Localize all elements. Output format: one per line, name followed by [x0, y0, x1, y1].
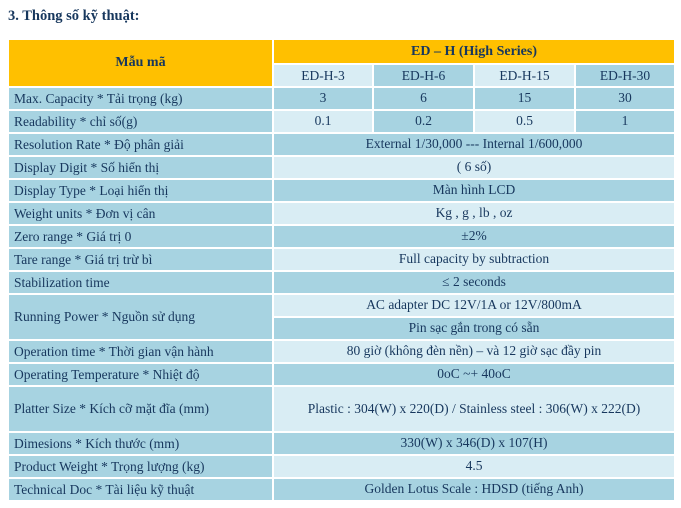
- series-header-row: Mẫu mã ED – H (High Series): [7, 38, 676, 88]
- spec-merged-value: 4.5: [272, 454, 676, 479]
- spec-table-row: Tare range * Giá trị trừ bì Full capacity…: [7, 247, 676, 272]
- model-header-cell: ED-H-15: [473, 63, 576, 88]
- spec-row-label: Display Type * Loại hiển thị: [7, 178, 274, 203]
- spec-table-row: Operation time * Thời gian vận hành 80 gi…: [7, 339, 676, 364]
- spec-table-row: Zero range * Giá trị 0 ±2%: [7, 224, 676, 249]
- spec-value-cell: 3: [272, 86, 374, 111]
- spec-table-row: Pin sạc gắn trong có sẵn: [8, 316, 676, 341]
- spec-merged-value: 330(W) x 346(D) x 107(H): [272, 431, 676, 456]
- spec-merged-value: Full capacity by subtraction: [272, 247, 676, 272]
- spec-table-row: Resolution Rate * Độ phân giải External 1…: [7, 132, 676, 157]
- spec-table-row: Technical Doc * Tài liệu kỹ thuật Golden …: [7, 477, 676, 502]
- spec-value-cell: 30: [574, 86, 676, 111]
- spec-value-cell: 0.2: [372, 109, 475, 134]
- spec-table-row: Running Power * Nguồn sử dụng AC adapter …: [7, 293, 676, 341]
- spec-merged-value: ±2%: [272, 224, 676, 249]
- model-header-cell: ED-H-30: [574, 63, 676, 88]
- spec-table-corner-header: Mẫu mã: [7, 38, 274, 88]
- spec-value-cell: 0.5: [473, 109, 576, 134]
- spec-table-row: Platter Size * Kích cỡ mặt đĩa (mm) Plast…: [7, 385, 676, 433]
- spec-value-cell: 6: [372, 86, 475, 111]
- spec-row-label: Zero range * Giá trị 0: [7, 224, 274, 249]
- spec-merged-value: 0oC ~+ 40oC: [272, 362, 676, 387]
- spec-row-label: Stabilization time: [7, 270, 274, 295]
- spec-table-row: Display Type * Loại hiển thị Màn hình LCD: [7, 178, 676, 203]
- spec-table-row: Weight units * Đơn vị cân Kg , g , lb , o…: [7, 201, 676, 226]
- spec-row-label: Running Power * Nguồn sử dụng: [7, 293, 274, 341]
- spec-merged-value: Pin sạc gắn trong có sẵn: [272, 316, 676, 341]
- model-header-row: ED-H-3 ED-H-6 ED-H-15 ED-H-30: [8, 63, 676, 88]
- spec-row-label: Resolution Rate * Độ phân giải: [7, 132, 274, 157]
- document-page: 3. Thông số kỹ thuật: Mẫu mã ED – H (Hig…: [0, 8, 681, 502]
- spec-row-label: Platter Size * Kích cỡ mặt đĩa (mm): [7, 385, 274, 433]
- spec-table-row: Display Digit * Số hiển thị( 6 số): [7, 155, 676, 180]
- model-header-cell: ED-H-6: [372, 63, 475, 88]
- spec-row-label: Max. Capacity * Tải trọng (kg): [7, 86, 274, 111]
- spec-value-cell: 15: [473, 86, 576, 111]
- spec-merged-value: ( 6 số): [272, 155, 676, 180]
- spec-row-label: Readability * chỉ số(g): [7, 109, 274, 134]
- spec-table-row: Stabilization time ≤ 2 seconds: [7, 270, 676, 295]
- spec-merged-value: 80 giờ (không đèn nền) – và 12 giờ sạc đ…: [272, 339, 676, 364]
- spec-table-row: Max. Capacity * Tải trọng (kg) 3 6 15 30: [7, 86, 676, 111]
- spec-row-label: Operating Temperature * Nhiệt độ: [7, 362, 274, 387]
- spec-merged-value: AC adapter DC 12V/1A or 12V/800mA: [272, 293, 676, 318]
- spec-merged-value: Màn hình LCD: [272, 178, 676, 203]
- spec-table: Mẫu mã ED – H (High Series) ED-H-3 ED-H-6…: [7, 38, 676, 502]
- spec-row-label: Dimesions * Kích thước (mm): [7, 431, 274, 456]
- spec-table-body: Max. Capacity * Tải trọng (kg) 3 6 15 30 Read…: [7, 86, 676, 502]
- spec-table-row: Operating Temperature * Nhiệt độ 0oC ~+ 4…: [7, 362, 676, 387]
- spec-row-label: Display Digit * Số hiển thị: [7, 155, 274, 180]
- spec-merged-value: ≤ 2 seconds: [272, 270, 676, 295]
- spec-table-row: Readability * chỉ số(g) 0.1 0.2 0.5 1: [7, 109, 676, 134]
- spec-row-label: Weight units * Đơn vị cân: [7, 201, 274, 226]
- spec-merged-value: External 1/30,000 --- Internal 1/600,000: [272, 132, 676, 157]
- spec-row-label: Product Weight * Trọng lượng (kg): [7, 454, 274, 479]
- spec-row-label: Tare range * Giá trị trừ bì: [7, 247, 274, 272]
- spec-table-series-header: ED – H (High Series): [272, 38, 676, 65]
- spec-table-row: Product Weight * Trọng lượng (kg) 4.5: [7, 454, 676, 479]
- spec-merged-value: Golden Lotus Scale : HDSD (tiếng Anh): [272, 477, 676, 502]
- spec-merged-value: Kg , g , lb , oz: [272, 201, 676, 226]
- spec-value-cell: 0.1: [272, 109, 374, 134]
- spec-row-label: Technical Doc * Tài liệu kỹ thuật: [7, 477, 274, 502]
- model-header-cell: ED-H-3: [272, 63, 374, 88]
- page-title: 3. Thông số kỹ thuật:: [8, 8, 140, 24]
- spec-row-label: Operation time * Thời gian vận hành: [7, 339, 274, 364]
- spec-table-row: Dimesions * Kích thước (mm) 330(W) x 346(…: [7, 431, 676, 456]
- spec-value-cell: 1: [574, 109, 676, 134]
- spec-merged-value: Plastic : 304(W) x 220(D) / Stainless st…: [272, 385, 676, 433]
